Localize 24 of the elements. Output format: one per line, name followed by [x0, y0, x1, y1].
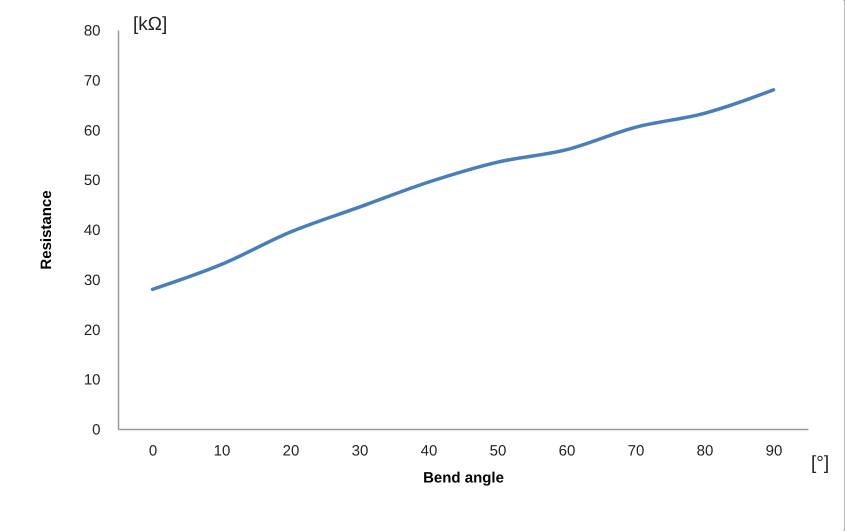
y-tick-label: 0	[92, 422, 100, 438]
y-tick-label: 60	[84, 122, 100, 140]
x-tick-label: 50	[490, 442, 506, 460]
x-tick-label: 0	[148, 442, 158, 460]
y-tick-label: 50	[84, 172, 100, 190]
x-tick-label: 80	[696, 442, 714, 460]
x-tick-label: 70	[628, 442, 644, 460]
y-tick-label: 80	[84, 22, 100, 40]
x-tick-label: 60	[558, 442, 576, 460]
y-tick-label: 30	[84, 272, 100, 289]
x-tick-label: 10	[214, 442, 230, 460]
y-tick-label: 70	[84, 72, 100, 90]
y-tick-label: 20	[84, 322, 100, 339]
x-tick-label: 90	[766, 442, 782, 460]
x-tick-label: 40	[420, 442, 438, 460]
y-tick-label: 40	[84, 222, 100, 239]
x-tick-label: 30	[352, 442, 368, 460]
x-tick-label: 20	[282, 442, 300, 460]
line-series	[150, 88, 776, 292]
y-axis-title: Resistance	[38, 190, 55, 270]
x-axis-title: Bend angle	[423, 470, 504, 486]
annotation: [kΩ]	[133, 14, 168, 35]
y-tick-label: 10	[84, 372, 100, 389]
text: [°]	[811, 453, 830, 474]
